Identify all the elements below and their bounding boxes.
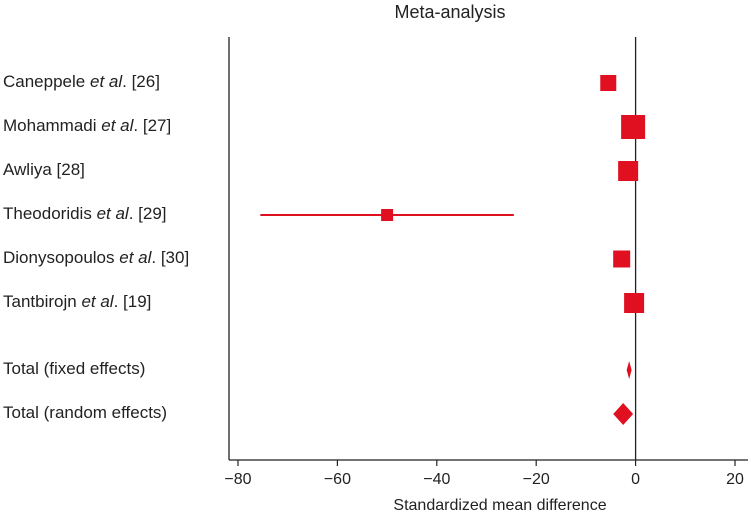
- study-effect-square: [621, 115, 646, 139]
- study-effect-square: [381, 209, 394, 221]
- study-label-theodoridis: Theodoridis et al. [29]: [3, 204, 167, 223]
- study-effect-square: [624, 293, 645, 313]
- study-label-caneppele: Caneppele et al. [26]: [3, 72, 160, 91]
- pooled-diamond-random: [613, 403, 634, 425]
- pooled-label-random: Total (random effects): [3, 403, 168, 422]
- pooled-diamond-fixed: [626, 361, 632, 379]
- pooled-label-fixed: Total (fixed effects): [3, 359, 146, 378]
- study-label-awliya: Awliya [28]: [3, 160, 85, 179]
- x-tick-label: 20: [726, 471, 744, 488]
- study-label-mohammadi: Mohammadi et al. [27]: [3, 116, 172, 135]
- x-tick-label: −80: [224, 471, 251, 488]
- study-effect-square: [618, 161, 639, 181]
- x-tick-label: 0: [631, 471, 640, 488]
- chart-title: Meta-analysis: [394, 2, 506, 22]
- study-effect-square: [600, 75, 617, 91]
- x-tick-label: −60: [324, 471, 351, 488]
- x-tick-label: −20: [523, 471, 550, 488]
- study-label-dionysopoulos: Dionysopoulos et al. [30]: [3, 248, 190, 267]
- x-axis-label: Standardized mean difference: [393, 497, 607, 514]
- x-tick-label: −40: [423, 471, 450, 488]
- study-effect-square: [613, 250, 631, 268]
- study-label-tantbirojn: Tantbirojn et al. [19]: [3, 292, 152, 311]
